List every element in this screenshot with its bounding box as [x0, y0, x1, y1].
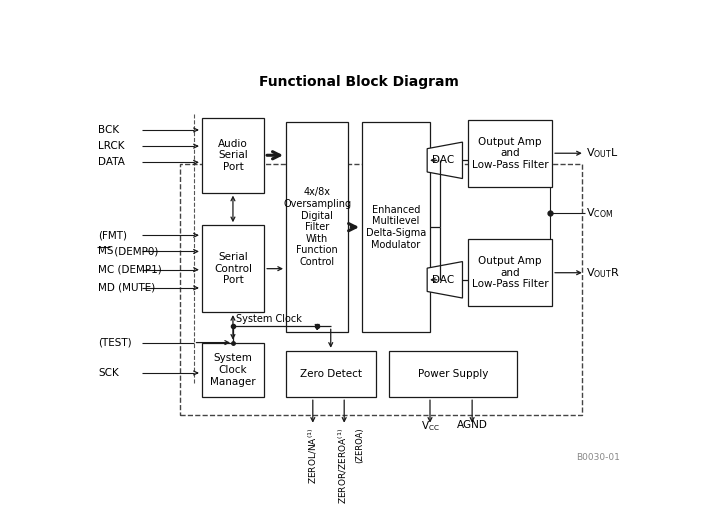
Text: MD (MUTE): MD (MUTE) — [98, 283, 156, 293]
FancyBboxPatch shape — [286, 122, 348, 332]
Text: DATA: DATA — [98, 157, 125, 167]
Text: Power Supply: Power Supply — [418, 369, 488, 379]
Text: V$_{\mathregular{OUT}}$L: V$_{\mathregular{OUT}}$L — [586, 146, 618, 160]
Text: Audio
Serial
Port: Audio Serial Port — [218, 139, 248, 172]
Text: SCK: SCK — [98, 368, 119, 378]
Text: (DEMP0): (DEMP0) — [111, 247, 158, 257]
Text: B0030-01: B0030-01 — [576, 453, 620, 462]
Text: V$_{\mathregular{COM}}$: V$_{\mathregular{COM}}$ — [586, 206, 613, 220]
FancyBboxPatch shape — [389, 351, 517, 397]
Text: Output Amp
and
Low-Pass Filter: Output Amp and Low-Pass Filter — [472, 137, 548, 170]
FancyBboxPatch shape — [202, 225, 264, 312]
Text: DAC: DAC — [432, 155, 454, 165]
Text: LRCK: LRCK — [98, 141, 125, 151]
Text: (TEST): (TEST) — [98, 338, 132, 348]
Text: DAC: DAC — [432, 275, 454, 285]
Text: Enhanced
Multilevel
Delta-Sigma
Modulator: Enhanced Multilevel Delta-Sigma Modulato… — [366, 205, 426, 249]
FancyBboxPatch shape — [362, 122, 430, 332]
Text: AGND: AGND — [456, 420, 488, 430]
Text: MC (DEMP1): MC (DEMP1) — [98, 265, 162, 275]
Text: (FMT): (FMT) — [98, 230, 128, 240]
Text: ZEROL/NA$^{(1)}$: ZEROL/NA$^{(1)}$ — [306, 428, 319, 484]
Text: System Clock: System Clock — [236, 315, 301, 325]
Polygon shape — [427, 142, 463, 178]
Text: Output Amp
and
Low-Pass Filter: Output Amp and Low-Pass Filter — [472, 256, 548, 289]
Text: V$_{\mathregular{CC}}$: V$_{\mathregular{CC}}$ — [421, 420, 440, 433]
Polygon shape — [427, 261, 463, 298]
FancyBboxPatch shape — [202, 118, 264, 193]
Text: V$_{\mathregular{OUT}}$R: V$_{\mathregular{OUT}}$R — [586, 266, 620, 280]
Text: ZEROR/ZEROA$^{(1)}$: ZEROR/ZEROA$^{(1)}$ — [336, 428, 349, 504]
Text: System
Clock
Manager: System Clock Manager — [210, 353, 256, 387]
Text: Serial
Control
Port: Serial Control Port — [214, 252, 252, 285]
Text: Functional Block Diagram: Functional Block Diagram — [259, 75, 459, 89]
Text: BCK: BCK — [98, 125, 120, 135]
Text: MS: MS — [98, 247, 114, 257]
FancyBboxPatch shape — [468, 239, 552, 306]
Text: (ZEROA): (ZEROA) — [355, 428, 364, 463]
FancyBboxPatch shape — [286, 351, 376, 397]
FancyBboxPatch shape — [468, 120, 552, 187]
FancyBboxPatch shape — [202, 342, 264, 397]
Text: 4x/8x
Oversampling
Digital
Filter
With
Function
Control: 4x/8x Oversampling Digital Filter With F… — [283, 187, 351, 267]
Text: Zero Detect: Zero Detect — [300, 369, 362, 379]
